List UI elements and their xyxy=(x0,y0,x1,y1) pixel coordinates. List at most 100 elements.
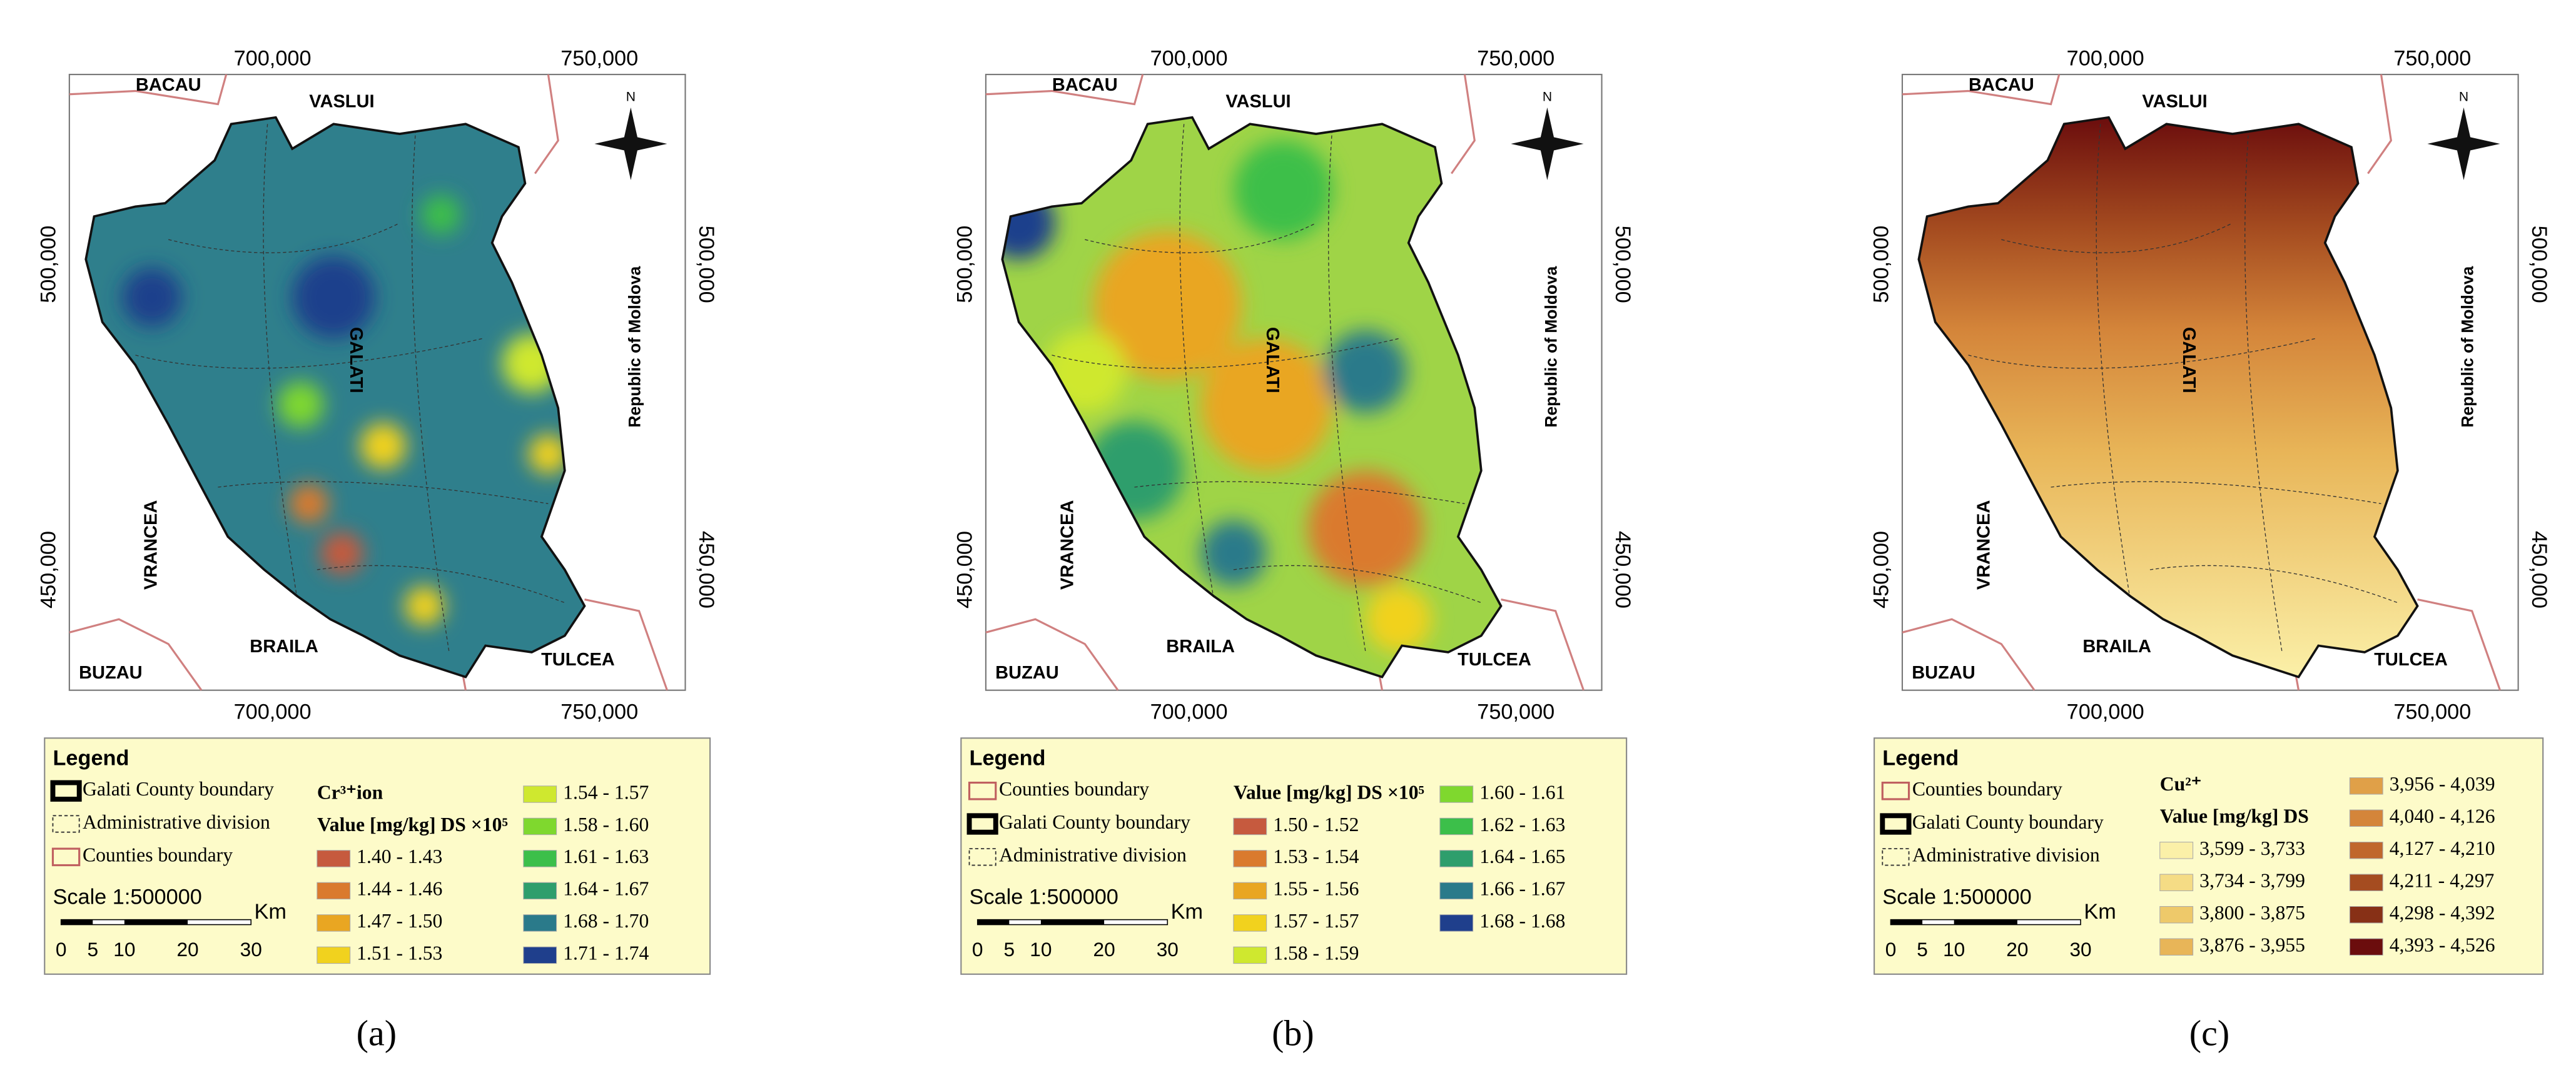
north-label: N xyxy=(1543,90,1552,104)
coord-label: 750,000 xyxy=(2393,46,2471,70)
coord-label: 700,000 xyxy=(1150,700,1228,724)
boundary-swatch xyxy=(52,815,80,833)
scale-unit: Km xyxy=(1171,900,1203,924)
class-swatch xyxy=(317,882,351,900)
legend-box xyxy=(960,737,1628,975)
class-swatch xyxy=(523,882,557,900)
coord-label: 500,000 xyxy=(953,226,976,303)
class-swatch xyxy=(2159,874,2194,891)
class-label: 1.68 - 1.70 xyxy=(563,910,649,932)
class-swatch xyxy=(2349,809,2383,827)
north-arrow xyxy=(2427,107,2500,181)
surface-blob xyxy=(122,267,182,327)
boundary-label: Counties boundary xyxy=(1912,778,2062,800)
class-label: 3,876 - 3,955 xyxy=(2199,934,2305,956)
scale-tick-label: 5 xyxy=(87,938,98,961)
coord-label: 700,000 xyxy=(2067,700,2144,724)
admin-line xyxy=(1134,481,1465,505)
surface xyxy=(1002,140,1432,653)
place-label: BACAU xyxy=(1969,75,2034,95)
class-label: 3,734 - 3,799 xyxy=(2199,870,2305,892)
coord-label: 500,000 xyxy=(36,226,60,303)
place-label: GALATI xyxy=(346,327,366,393)
scale-segment xyxy=(1954,919,2017,925)
class-swatch xyxy=(2349,874,2383,891)
scale-tick-label: 20 xyxy=(176,938,198,961)
coord-label: 750,000 xyxy=(2393,700,2471,724)
county-fill xyxy=(86,117,585,677)
surface-blob xyxy=(421,194,461,235)
class-swatch xyxy=(1233,817,1267,835)
class-swatch xyxy=(1439,914,1474,932)
boundary-label: Galati County boundary xyxy=(999,811,1190,833)
counties-boundary xyxy=(985,74,1585,691)
class-label: 1.40 - 1.43 xyxy=(357,845,442,867)
place-label: BUZAU xyxy=(79,663,143,683)
admin-line xyxy=(1179,124,1218,620)
coord-label: 450,000 xyxy=(36,531,60,608)
class-label: 1.44 - 1.46 xyxy=(357,878,442,900)
class-label: 3,599 - 3,733 xyxy=(2199,837,2305,859)
legend-heading: Value [mg/kg] DS ×10⁵ xyxy=(317,814,508,835)
legend-heading: Value [mg/kg] DS xyxy=(2160,805,2309,827)
class-label: 1.47 - 1.50 xyxy=(357,910,442,932)
class-label: 1.51 - 1.53 xyxy=(357,942,442,964)
counties-boundary xyxy=(1902,74,2502,691)
class-swatch xyxy=(2349,906,2383,924)
place-label: BRAILA xyxy=(2082,637,2151,657)
class-label: 1.54 - 1.57 xyxy=(563,781,649,803)
scale-segment xyxy=(124,919,188,925)
class-swatch xyxy=(523,946,557,964)
class-swatch xyxy=(1439,882,1474,900)
coord-label: 700,000 xyxy=(234,700,312,724)
legend-heading: Value [mg/kg] DS ×10⁵ xyxy=(1234,781,1424,803)
admin-line xyxy=(1233,565,1482,603)
class-swatch xyxy=(523,785,557,803)
class-label: 1.58 - 1.59 xyxy=(1273,942,1359,964)
caption: (a) xyxy=(357,1012,397,1053)
class-label: 4,211 - 4,297 xyxy=(2390,870,2495,892)
class-swatch xyxy=(1233,882,1267,900)
admin-line xyxy=(168,223,400,253)
coord-label: 450,000 xyxy=(1869,531,1893,608)
legend-title: Legend xyxy=(1882,747,1959,770)
admin-line xyxy=(218,481,549,505)
caption: (b) xyxy=(1272,1012,1314,1053)
class-swatch xyxy=(523,914,557,932)
boundary-label: Administrative division xyxy=(999,844,1187,866)
surface-blob xyxy=(1366,586,1432,653)
admin-line xyxy=(2244,124,2283,653)
map-panel: 700,000 750,000 700,000 750,000 500,000 450,0… xyxy=(953,46,1635,724)
place-label: BUZAU xyxy=(1912,663,1975,683)
scale-text: Scale 1:500000 xyxy=(1882,885,2031,909)
legend: Legend Counties boundary Galati County bou… xyxy=(960,737,1628,975)
surface-blob xyxy=(528,434,569,474)
place-label: Republic of Moldova xyxy=(2458,266,2477,427)
coord-label: 450,000 xyxy=(2527,531,2551,608)
scale-tick-label: 5 xyxy=(1917,938,1928,961)
class-label: 4,298 - 4,392 xyxy=(2390,902,2495,924)
admin-line xyxy=(135,338,482,369)
boundary-label: Galati County boundary xyxy=(83,778,274,800)
boundary-swatch xyxy=(968,848,996,866)
legend-heading: Cr³⁺ion xyxy=(317,781,383,803)
boundary-label: Counties boundary xyxy=(83,844,233,866)
legend-box xyxy=(44,737,711,975)
admin-line xyxy=(2096,124,2134,620)
admin-divisions xyxy=(1968,124,2398,653)
coord-label: 500,000 xyxy=(694,226,718,303)
county-fill xyxy=(1919,117,2418,677)
place-label: Republic of Moldova xyxy=(625,266,644,427)
surface-blob xyxy=(1324,330,1407,413)
coord-label: 450,000 xyxy=(694,531,718,608)
class-swatch xyxy=(317,914,351,932)
admin-line xyxy=(411,124,450,653)
class-swatch xyxy=(1233,850,1267,867)
class-label: 1.71 - 1.74 xyxy=(563,942,649,964)
scale-tick-label: 0 xyxy=(1885,938,1897,961)
boundary-label: Administrative division xyxy=(1912,844,2100,866)
class-label: 1.61 - 1.63 xyxy=(563,845,649,867)
place-label: BRAILA xyxy=(250,637,318,657)
place-label: GALATI xyxy=(2179,327,2199,393)
